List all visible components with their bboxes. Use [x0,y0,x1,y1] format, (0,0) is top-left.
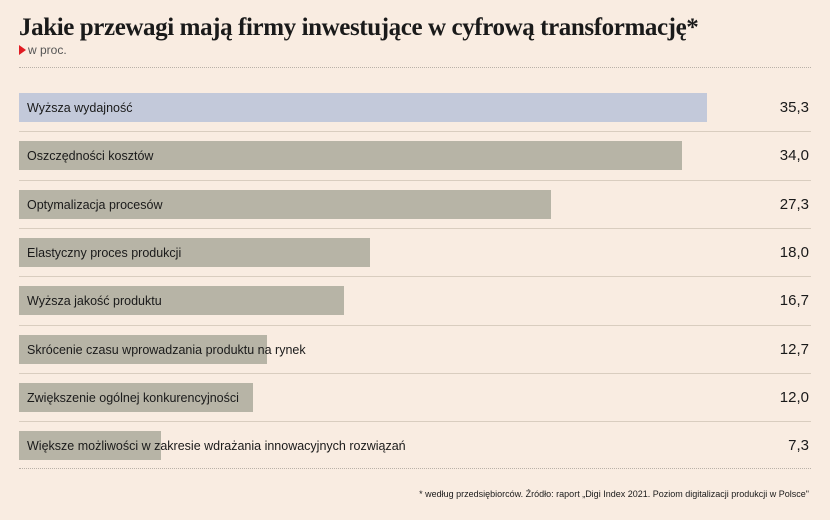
bar-6 [19,382,253,412]
bar-value-1: 34,0 [779,147,809,165]
row-separator [19,131,811,133]
bar-5 [19,334,267,364]
top-divider [19,67,811,68]
bar-value-4: 16,7 [779,292,809,310]
bar-label-4: Wyższa jakość produktu [27,294,162,309]
bar-label-7: Większe możliwości w zakresie wdrażania … [27,439,406,454]
bar-label-6: Zwiększenie ogólnej konkurencyjności [27,390,239,405]
subtitle-row: w proc. [19,43,67,57]
bar-label-5: Skrócenie czasu wprowadzania produktu na… [27,342,306,357]
bar-label-0: Wyższa wydajność [27,101,133,115]
bar-value-2: 27,3 [779,195,809,213]
bar-2 [19,189,552,219]
chart-subtitle: w proc. [28,43,67,57]
row-separator [19,372,811,374]
bar-0 [19,93,707,122]
bottom-divider [19,468,811,469]
bar-label-2: Optymalizacja procesów [27,197,163,212]
bar-3 [19,237,370,267]
bar-7 [19,431,162,461]
row-separator [19,421,811,423]
bar-value-0: 35,3 [779,99,809,116]
row-separator [19,276,811,278]
bar-value-7: 7,3 [788,437,809,455]
bar-value-3: 18,0 [779,243,809,261]
bar-1 [19,141,682,171]
bar-value-6: 12,0 [779,388,809,406]
triangle-marker-icon [19,45,26,55]
bar-label-3: Elastyczny proces produkcji [27,245,182,260]
chart-title: Jakie przewagi mają firmy inwestujące w … [19,14,699,41]
source-footnote: * według przedsiębiorców. Źródło: raport… [419,489,809,499]
row-separator [19,179,811,181]
row-separator [19,324,811,326]
row-separator [19,227,811,229]
bar-value-5: 12,7 [779,340,809,358]
bar-4 [19,286,345,316]
bar-label-1: Oszczędności kosztów [27,149,154,164]
